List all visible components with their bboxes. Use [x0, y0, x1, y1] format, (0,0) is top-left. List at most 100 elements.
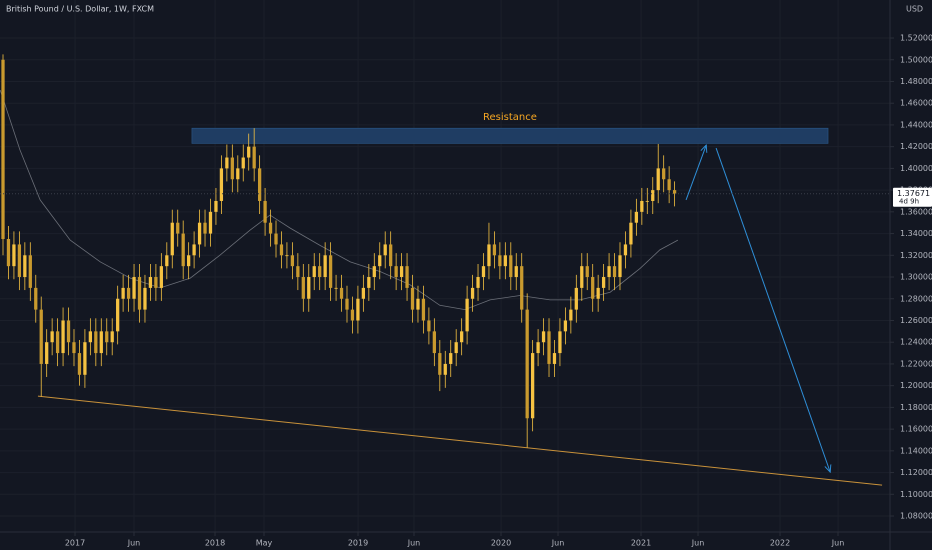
x-tick-label: Jun — [691, 539, 705, 548]
chart-title: British Pound / U.S. Dollar, 1W, FXCM — [6, 5, 154, 14]
y-tick-label: 1.16000 — [900, 425, 932, 434]
x-tick-label: 2020 — [491, 539, 511, 548]
candle-body — [421, 298, 426, 321]
candle-body — [612, 266, 617, 278]
candle-body — [645, 200, 649, 202]
candle-body — [154, 277, 158, 288]
candle-body — [176, 222, 180, 234]
candle-body — [23, 255, 27, 278]
x-tick-label: Jun — [831, 539, 845, 548]
candle-body — [514, 266, 518, 278]
candle-body — [12, 244, 16, 267]
candle-body — [345, 298, 349, 310]
candle-body — [225, 157, 229, 169]
candle-body — [640, 200, 644, 212]
candle-body — [536, 342, 540, 354]
candle-body — [334, 287, 338, 289]
candle-body — [460, 331, 464, 343]
candle-body — [476, 277, 480, 288]
projection-arrow — [715, 147, 830, 472]
candle-body — [312, 266, 316, 278]
candle-body — [181, 233, 185, 267]
last-price-box — [893, 187, 932, 207]
candle-body — [623, 244, 628, 256]
candle-body — [367, 277, 371, 288]
candle-body — [116, 298, 120, 332]
candle-body — [252, 146, 256, 169]
plot-area: Resistance — [0, 54, 890, 486]
y-tick-label: 1.24000 — [900, 338, 932, 347]
candle-body — [585, 266, 589, 278]
candle-body — [1, 59, 5, 240]
candle-body — [503, 255, 507, 267]
candle-body — [530, 353, 535, 419]
candle-body — [361, 287, 366, 299]
candle-body — [443, 363, 447, 375]
candle-body — [247, 146, 251, 158]
currency-label: USD — [906, 5, 923, 14]
resistance-zone — [191, 127, 829, 144]
candle-body — [132, 277, 136, 299]
candle-body — [378, 255, 382, 267]
candle-body — [121, 287, 125, 299]
x-tick-label: Jun — [551, 539, 565, 548]
y-tick-label: 1.12000 — [900, 468, 932, 477]
candle-body — [17, 244, 22, 278]
candle-body — [290, 255, 295, 267]
candle-body — [487, 244, 491, 267]
candle-body — [498, 255, 502, 267]
candle-body — [307, 277, 311, 299]
y-tick-label: 1.22000 — [900, 359, 932, 368]
candle-body — [94, 331, 98, 354]
candle-body — [569, 309, 573, 321]
candle-body — [405, 266, 409, 288]
candle-body — [318, 266, 322, 278]
y-tick-label: 1.46000 — [900, 99, 932, 108]
candle-body — [143, 287, 147, 310]
y-tick-label: 1.52000 — [900, 34, 932, 43]
y-tick-label: 1.50000 — [900, 55, 932, 64]
candle-body — [574, 287, 578, 310]
candle-body — [580, 266, 584, 288]
candle-body — [372, 266, 376, 278]
candle-body — [481, 266, 486, 278]
candle-body — [148, 277, 153, 288]
candle-body — [126, 287, 131, 299]
candle-body — [356, 298, 360, 321]
candle-body — [263, 200, 267, 223]
x-tick-label: Jun — [127, 539, 141, 548]
candle-body — [520, 266, 524, 310]
candle-body — [241, 157, 245, 169]
candle-body — [389, 244, 393, 267]
candle-body — [83, 342, 87, 375]
candle-body — [558, 331, 562, 354]
candle-body — [350, 309, 355, 321]
candle-body — [45, 342, 49, 364]
candle-body — [34, 287, 38, 310]
y-tick-label: 1.34000 — [900, 229, 932, 238]
candle-body — [55, 331, 60, 354]
y-tick-label: 1.32000 — [900, 251, 932, 260]
y-tick-label: 1.20000 — [900, 381, 932, 390]
candle-body — [274, 233, 278, 245]
y-tick-label: 1.18000 — [900, 403, 932, 412]
candle-body — [618, 255, 622, 278]
x-tick-label: 2019 — [348, 539, 368, 548]
candle-body — [629, 222, 633, 245]
y-tick-label: 1.30000 — [900, 273, 932, 282]
candle-body — [77, 353, 82, 375]
candle-body — [656, 168, 660, 191]
candle-body — [219, 168, 224, 201]
candle-body — [416, 298, 420, 310]
last-price-label: 1.37671 — [897, 189, 930, 198]
candle-body — [192, 244, 196, 256]
candle-body — [301, 277, 305, 299]
x-tick-label: 2021 — [631, 539, 651, 548]
y-tick-label: 1.14000 — [900, 446, 932, 455]
candle-body — [399, 266, 404, 278]
candle-body — [547, 331, 551, 364]
candle-body — [257, 168, 262, 201]
y-tick-label: 1.48000 — [900, 77, 932, 86]
